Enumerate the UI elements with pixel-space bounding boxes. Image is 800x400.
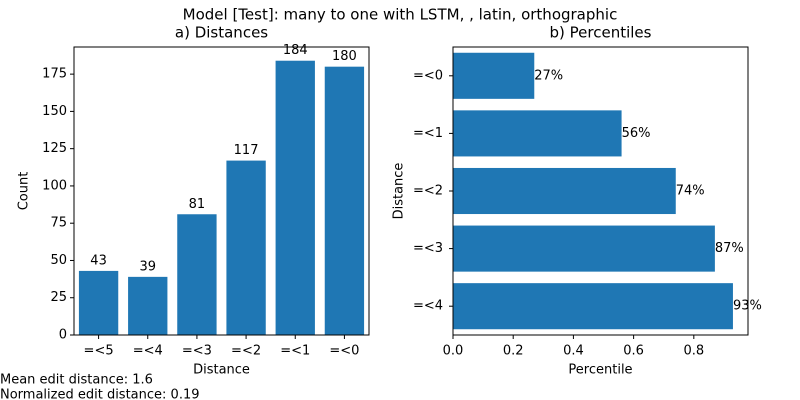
- x-tick-label: =<5: [84, 344, 114, 359]
- y-tick-label: 100: [42, 178, 67, 193]
- value-label: 74%: [676, 184, 705, 199]
- y-tick-label: 125: [42, 141, 67, 156]
- value-label: 56%: [622, 126, 651, 141]
- x-tick-label: =<3: [182, 344, 212, 359]
- y-tick-label: 25: [50, 290, 67, 305]
- bar: [275, 60, 315, 335]
- value-label: 27%: [534, 68, 563, 83]
- y-tick-label: 175: [42, 67, 67, 82]
- value-label: 43: [90, 253, 107, 268]
- bar: [78, 270, 119, 335]
- x-tick-label: =<1: [280, 344, 310, 359]
- note: Mean edit distance: 1.6: [0, 373, 153, 388]
- subplot-title: a) Distances: [175, 24, 268, 42]
- x-tick-label: 0.4: [563, 344, 584, 359]
- value-label: 180: [332, 49, 357, 64]
- bar: [453, 283, 733, 330]
- x-axis-label: Percentile: [568, 363, 632, 378]
- note: Normalized edit distance: 0.19: [0, 388, 200, 400]
- value-label: 184: [283, 43, 308, 58]
- value-label: 81: [189, 197, 206, 212]
- y-tick-label: =<3: [413, 241, 443, 256]
- axes-frame: [73, 46, 370, 336]
- bar: [177, 214, 217, 335]
- y-tick-label: 50: [50, 253, 67, 268]
- y-tick-label: 150: [42, 104, 67, 119]
- x-tick-label: =<4: [133, 344, 163, 359]
- bar: [453, 110, 622, 157]
- bar: [324, 66, 365, 336]
- value-label: 93%: [733, 299, 762, 314]
- y-tick-label: 0: [59, 328, 67, 343]
- y-tick-label: =<1: [413, 126, 443, 141]
- figure-title: Model [Test]: many to one with LSTM, , l…: [183, 6, 618, 24]
- x-tick-label: 0.6: [623, 344, 644, 359]
- value-label: 87%: [715, 241, 744, 256]
- value-label: 117: [234, 143, 259, 158]
- y-tick-label: 75: [50, 216, 67, 231]
- subplot-title: b) Percentiles: [550, 24, 652, 42]
- bar: [453, 167, 676, 215]
- bar: [226, 160, 266, 335]
- axes-frame: [452, 46, 749, 336]
- x-tick-label: 0.8: [683, 344, 704, 359]
- x-tick-label: 0.0: [443, 344, 464, 359]
- x-tick-label: =<2: [231, 344, 261, 359]
- bar: [453, 52, 535, 99]
- y-tick-label: =<4: [413, 299, 443, 314]
- y-tick-label: =<0: [413, 68, 443, 83]
- x-tick-label: =<0: [329, 344, 359, 359]
- value-label: 39: [139, 259, 156, 274]
- y-axis-label: Count: [17, 172, 32, 211]
- y-tick-label: =<2: [413, 184, 443, 199]
- y-axis-label: Distance: [392, 163, 407, 220]
- bar: [453, 225, 715, 272]
- x-axis-label: Distance: [193, 363, 250, 378]
- bar: [128, 276, 168, 335]
- x-tick-label: 0.2: [503, 344, 524, 359]
